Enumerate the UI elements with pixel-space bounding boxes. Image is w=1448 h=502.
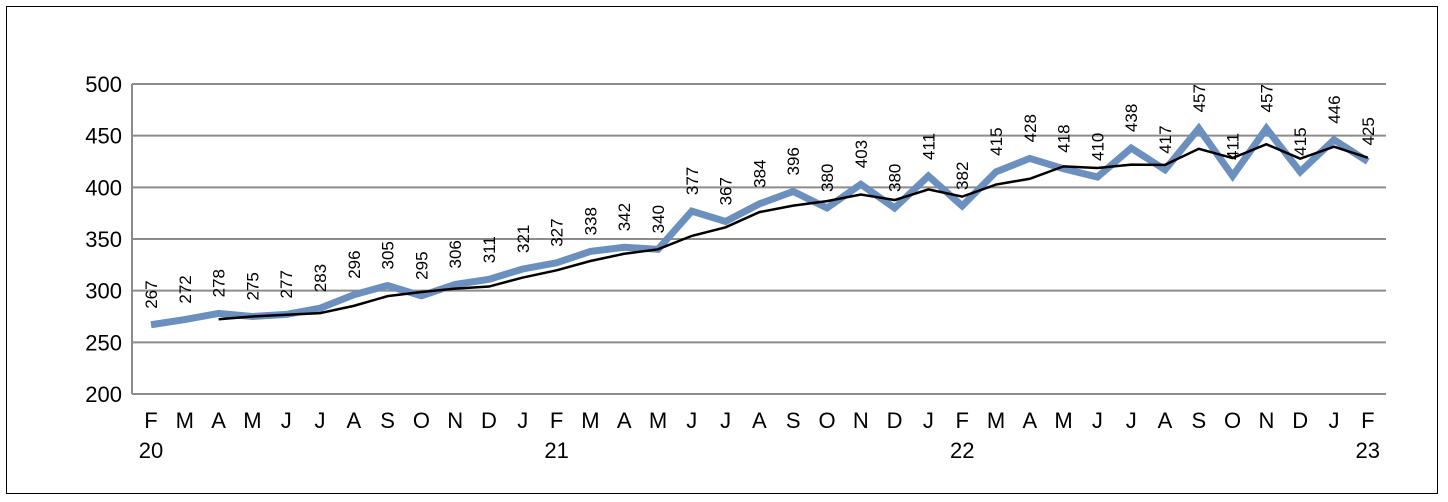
data-label: 278 [210, 269, 229, 297]
data-label: 415 [1291, 127, 1310, 155]
data-label: 377 [683, 167, 702, 195]
data-label: 418 [1055, 124, 1074, 152]
data-label: 340 [649, 205, 668, 233]
x-year-label: 21 [544, 438, 568, 463]
data-label: 342 [615, 203, 634, 231]
x-tick-label: J [1092, 408, 1103, 433]
y-tick-label: 500 [85, 72, 122, 97]
data-label: 321 [514, 225, 533, 253]
y-tick-label: 250 [85, 330, 122, 355]
data-labels: 267 272 278 275 277 283 296 305 295 306 311 321 327 3… [142, 84, 1378, 309]
x-tick-label: J [517, 408, 528, 433]
data-label: 396 [784, 147, 803, 175]
data-label: 380 [818, 164, 837, 192]
x-tick-label: M [649, 408, 667, 433]
x-axis-ticks: F M A M J J A S O N D J F M A M J J A S O N D J F M A M J J A S O N D J F20 2… [139, 408, 1380, 463]
x-tick-label: O [818, 408, 835, 433]
x-tick-label: A [617, 408, 632, 433]
x-tick-label: A [1158, 408, 1173, 433]
data-label: 367 [717, 177, 736, 205]
axes [131, 84, 1386, 395]
y-tick-label: 400 [85, 175, 122, 200]
data-label: 295 [412, 251, 431, 279]
data-label: 277 [277, 270, 296, 298]
data-label: 438 [1122, 104, 1141, 132]
y-tick-label: 300 [85, 279, 122, 304]
data-label: 417 [1156, 125, 1175, 153]
y-axis-ticks: 200 250 300 350 400 450 500 [85, 72, 122, 407]
x-tick-label: S [786, 408, 801, 433]
data-label: 446 [1325, 95, 1344, 123]
x-tick-label: J [686, 408, 697, 433]
data-label: 415 [987, 127, 1006, 155]
x-year-label: 20 [139, 438, 163, 463]
x-tick-label: J [1329, 408, 1340, 433]
data-label: 306 [446, 240, 465, 268]
x-tick-label: J [315, 408, 326, 433]
data-label: 384 [750, 159, 769, 187]
x-tick-label: F [955, 408, 968, 433]
y-tick-label: 450 [85, 124, 122, 149]
data-label: 425 [1359, 117, 1378, 145]
x-tick-label: A [346, 408, 361, 433]
x-tick-label: M [1054, 408, 1072, 433]
x-tick-label: J [281, 408, 292, 433]
data-label: 411 [1224, 133, 1243, 160]
x-tick-label: A [752, 408, 767, 433]
chart-frame [6, 6, 1438, 494]
x-tick-label: J [1126, 408, 1137, 433]
x-tick-label: J [720, 408, 731, 433]
x-tick-label: S [1191, 408, 1206, 433]
x-tick-label: D [1292, 408, 1308, 433]
data-label: 305 [379, 241, 398, 269]
series-lines [150, 122, 1370, 329]
x-tick-label: F [550, 408, 563, 433]
x-tick-label: F [1361, 408, 1374, 433]
data-label: 410 [1088, 133, 1107, 161]
x-tick-label: N [447, 408, 463, 433]
data-label: 296 [345, 250, 364, 278]
x-tick-label: D [481, 408, 497, 433]
x-tick-label: A [211, 408, 226, 433]
x-tick-label: D [887, 408, 903, 433]
x-tick-label: O [413, 408, 430, 433]
data-label: 411 [919, 133, 938, 160]
x-tick-label: M [987, 408, 1005, 433]
series-line-trend [218, 142, 1369, 321]
data-label: 382 [953, 162, 972, 190]
x-tick-label: M [581, 408, 599, 433]
x-tick-label: O [1224, 408, 1241, 433]
series-line-values [150, 122, 1370, 329]
x-year-label: 23 [1356, 438, 1380, 463]
gridlines [132, 83, 1386, 344]
x-tick-label: A [1022, 408, 1037, 433]
x-tick-label: J [923, 408, 934, 433]
data-label: 275 [243, 272, 262, 300]
data-label: 457 [1190, 84, 1209, 112]
y-tick-label: 350 [85, 227, 122, 252]
data-label: 338 [581, 207, 600, 235]
data-label: 457 [1257, 84, 1276, 112]
data-label: 380 [886, 164, 905, 192]
x-tick-label: M [176, 408, 194, 433]
data-label: 267 [142, 280, 161, 308]
data-label: 327 [548, 218, 567, 246]
x-tick-label: S [380, 408, 395, 433]
x-tick-label: F [144, 408, 157, 433]
data-label: 311 [480, 236, 499, 263]
y-tick-label: 200 [85, 382, 122, 407]
data-label: 283 [311, 264, 330, 292]
data-label: 272 [176, 275, 195, 303]
data-label: 403 [852, 140, 871, 168]
x-year-label: 22 [950, 438, 974, 463]
x-tick-label: N [853, 408, 869, 433]
data-label: 428 [1021, 114, 1040, 142]
x-tick-label: N [1258, 408, 1274, 433]
x-tick-label: M [243, 408, 261, 433]
